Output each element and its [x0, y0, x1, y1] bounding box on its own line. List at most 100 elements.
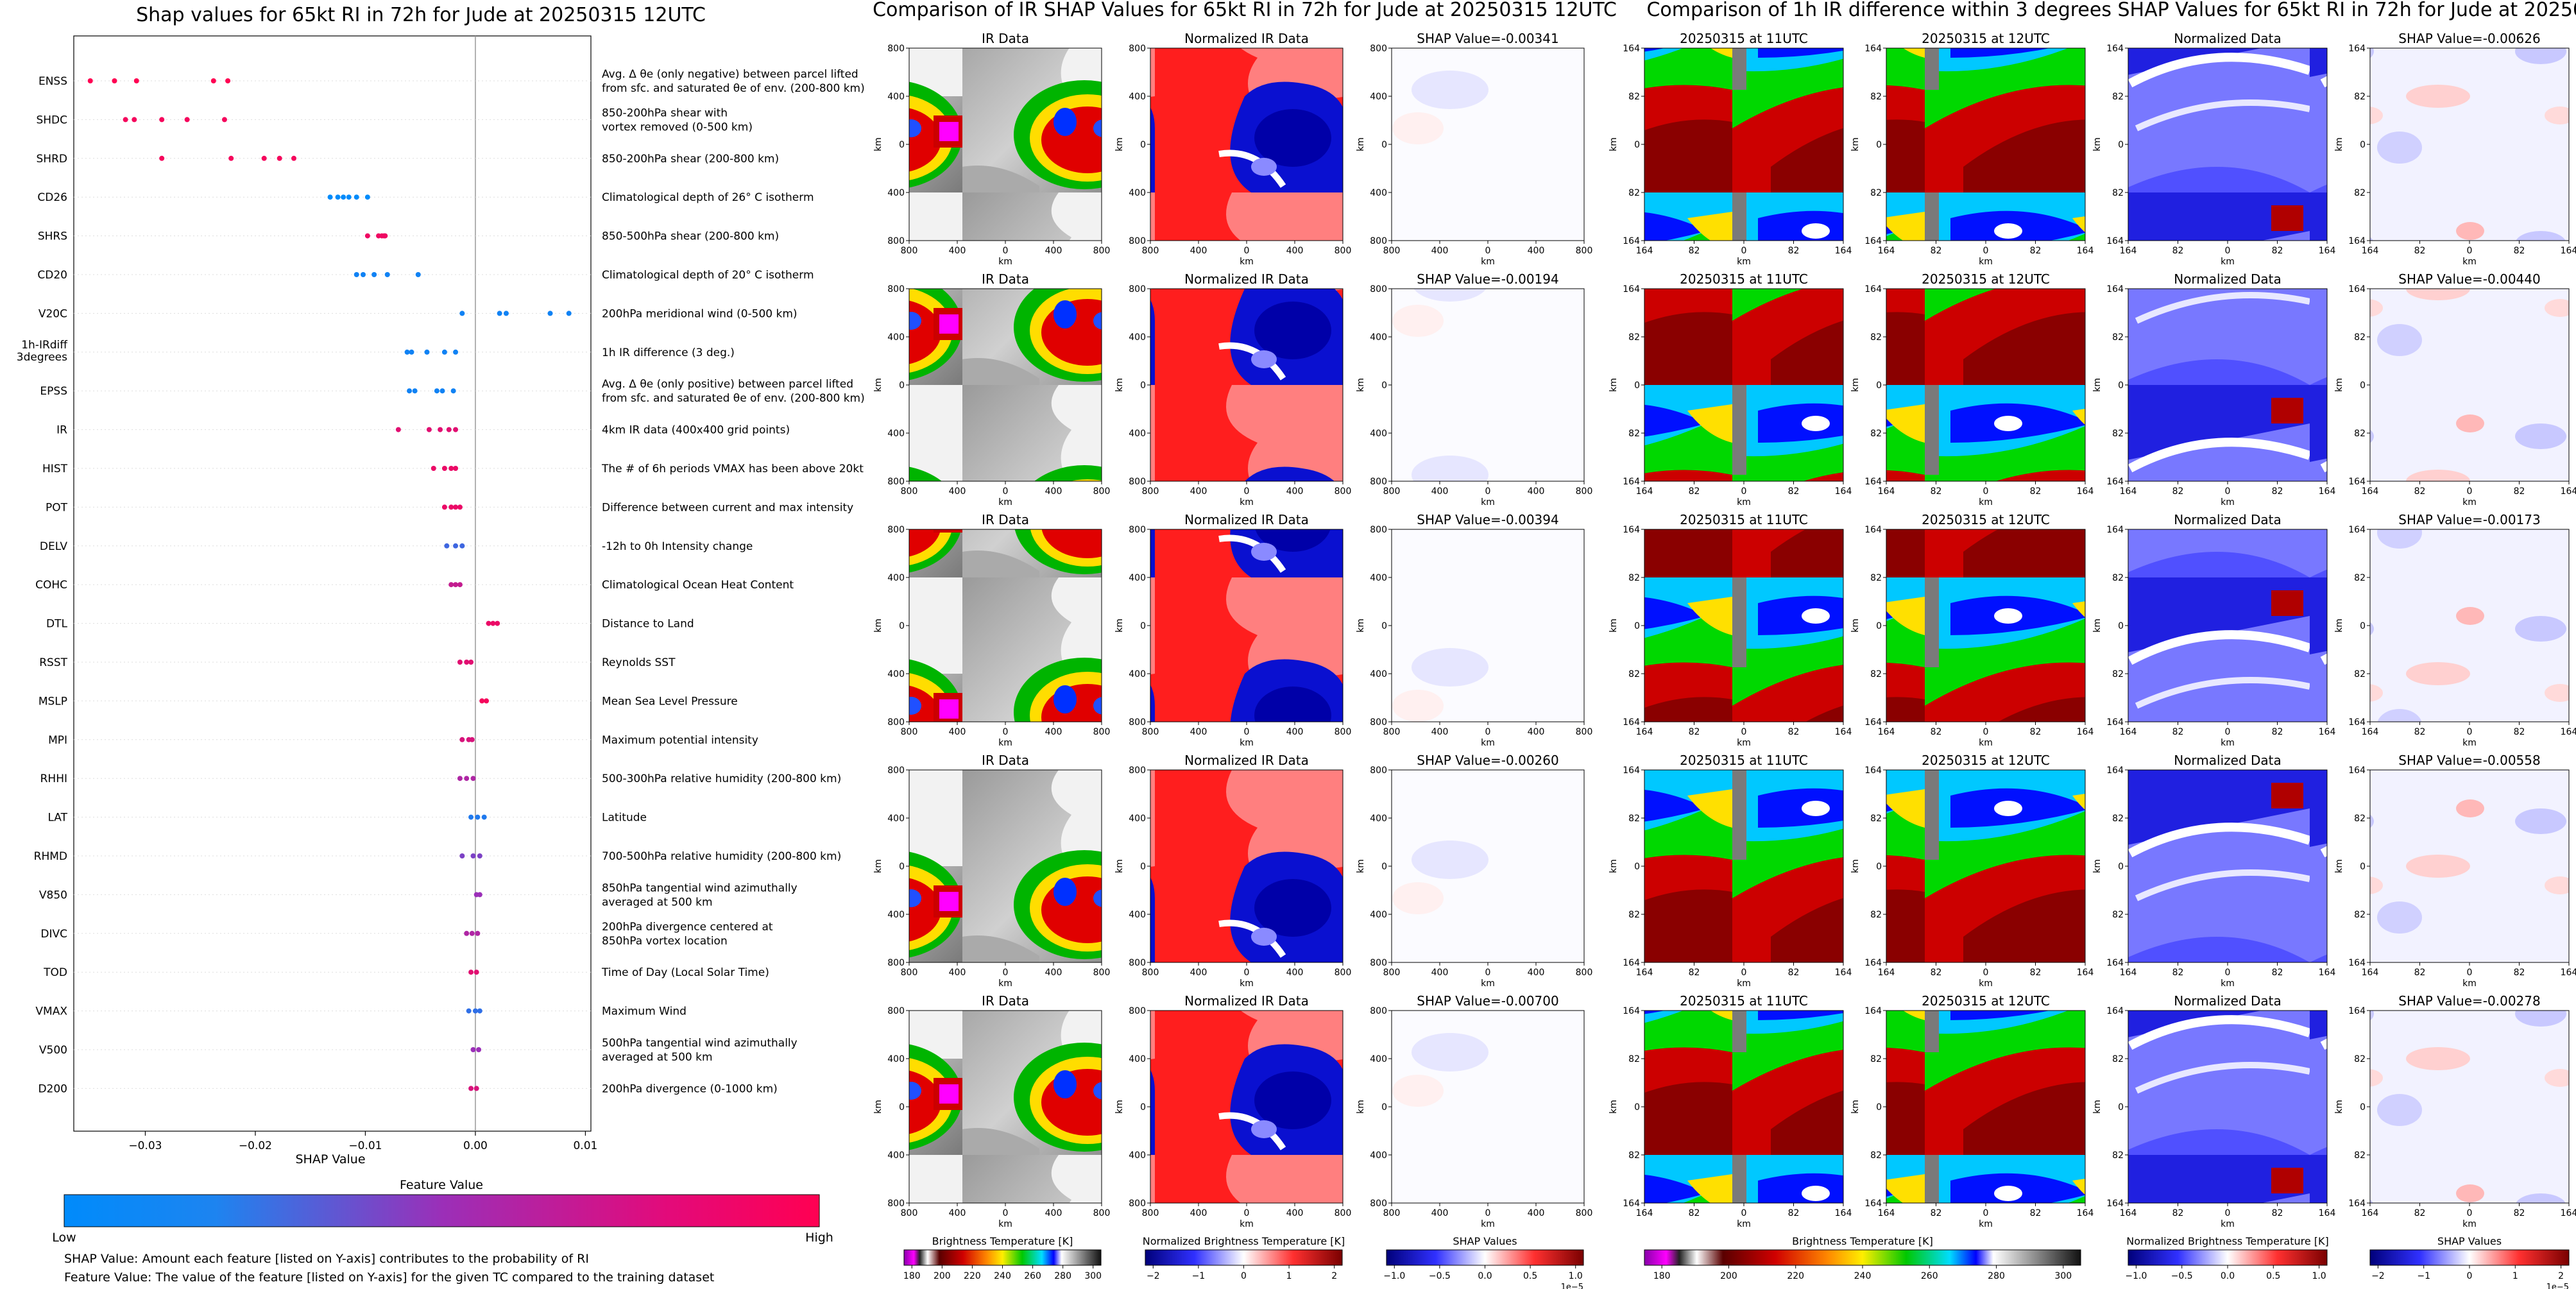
x-axis-label: km — [2462, 738, 2477, 748]
feature-code-label: RHMD — [34, 850, 67, 863]
image-panel: Normalized Data 164 82 0 82 164 km 164 82 0 82 164 k… — [2092, 271, 2335, 508]
x-tick-label: 800 — [901, 968, 918, 978]
shap-point — [261, 155, 267, 161]
y-tick-label: 164 — [1864, 1199, 1882, 1209]
feature-code-label: RSST — [39, 656, 67, 669]
x-tick-label: 82 — [2514, 486, 2525, 497]
image-panel-title: Normalized IR Data — [1184, 993, 1309, 1009]
x-tick-label: 0 — [1485, 968, 1491, 978]
shap-point — [277, 155, 282, 161]
x-axis-label: km — [1979, 978, 1993, 989]
y-tick-label: 0 — [899, 1102, 905, 1113]
y-tick-label: 82 — [2112, 669, 2124, 679]
shap-point — [473, 1086, 479, 1091]
y-axis-label: km — [2334, 619, 2344, 633]
x-tick-label: 164 — [2077, 968, 2094, 978]
x-axis-label: km — [1737, 497, 1751, 508]
shap-point — [566, 311, 572, 316]
x-tick-label: 800 — [1093, 1208, 1111, 1218]
shap-point — [184, 117, 190, 123]
y-tick-label: 82 — [2112, 332, 2124, 343]
x-tick-label: 82 — [2272, 246, 2283, 256]
x-tick-label: 800 — [1335, 968, 1352, 978]
image-panel-canvas — [1391, 47, 1585, 241]
x-tick-label: 800 — [1576, 1208, 1593, 1218]
y-tick-label: 164 — [1623, 236, 1640, 246]
image-panel-canvas — [1150, 529, 1343, 722]
shap-point — [468, 969, 474, 975]
y-tick-label: 164 — [1864, 958, 1882, 968]
feature-description: Latitude — [602, 812, 647, 824]
y-tick-label: 82 — [1870, 910, 1882, 920]
shap-point — [439, 388, 445, 394]
feature-description: Climatological Ocean Heat Content — [602, 579, 794, 592]
y-tick-label: 82 — [1870, 1054, 1882, 1064]
y-tick-label: 164 — [2106, 958, 2124, 968]
x-axis-label: km — [998, 497, 1012, 508]
image-panel-title: 20250315 at 11UTC — [1680, 753, 1808, 768]
x-tick-label: 400 — [949, 1208, 966, 1218]
y-axis-label: km — [873, 137, 883, 151]
y-tick-label: 800 — [887, 765, 905, 776]
x-axis-label: km — [1979, 257, 1993, 267]
feature-description: The # of 6h periods VMAX has been above … — [601, 463, 864, 475]
colorbar-label: SHAP Values — [2437, 1235, 2502, 1247]
image-panel-canvas — [1886, 529, 2086, 722]
irdiff-panel-title: Comparison of 1h IR difference within 3 … — [1646, 0, 2576, 21]
y-tick-label: 82 — [1628, 1054, 1640, 1064]
y-tick-label: 400 — [1370, 332, 1387, 343]
y-tick-label: 800 — [1370, 477, 1387, 487]
feature-code-label: MPI — [48, 734, 67, 747]
y-axis-label: km — [1850, 1100, 1861, 1114]
colorbar-tick-label: 220 — [964, 1271, 981, 1281]
irdiff-shap-panel: Comparison of 1h IR difference within 3 … — [1608, 0, 2576, 1289]
y-tick-label: 164 — [2348, 1006, 2366, 1016]
y-axis-label: km — [1356, 859, 1366, 873]
x-tick-label: 164 — [2319, 968, 2336, 978]
y-tick-label: 0 — [1876, 380, 1882, 391]
x-tick-label: 0 — [2467, 968, 2473, 978]
x-tick-label: 0 — [2467, 486, 2473, 497]
irdiff-colorbars: Brightness Temperature [K] 180 200 220 240 26… — [1644, 1235, 2570, 1289]
feature-code-label: EPSS — [40, 385, 67, 398]
shap-point — [441, 349, 447, 355]
image-panel: SHAP Value=-0.00558 164 82 0 82 164 km 164 82 0 82… — [2334, 753, 2576, 989]
y-tick-label: 82 — [1628, 188, 1640, 198]
x-tick-label: 800 — [1576, 246, 1593, 256]
shap-point — [132, 117, 137, 123]
x-tick-label: 400 — [1045, 246, 1062, 256]
x-tick-label: 164 — [1878, 968, 1895, 978]
y-tick-label: 400 — [1129, 92, 1146, 102]
y-tick-label: 800 — [1129, 1006, 1146, 1016]
y-tick-label: 82 — [2112, 188, 2124, 198]
colorbar-tick-label: 300 — [2054, 1271, 2072, 1281]
x-tick-label: 164 — [2362, 1208, 2379, 1218]
y-tick-label: 400 — [887, 1054, 905, 1064]
image-panel-title: IR Data — [982, 993, 1029, 1009]
shap-point — [453, 543, 459, 549]
y-axis-label: km — [1114, 859, 1125, 873]
x-tick-label: 164 — [2319, 727, 2336, 737]
image-panel: 20250315 at 11UTC 164 82 0 82 164 km 164 82 0 82 16… — [1608, 512, 1852, 748]
x-tick-label: 164 — [1636, 1208, 1653, 1218]
y-tick-label: 164 — [1864, 477, 1882, 487]
x-tick-label: 800 — [1093, 246, 1111, 256]
shap-point — [225, 78, 231, 83]
y-axis-label: km — [873, 378, 883, 392]
colorbar-tick-label: 280 — [1988, 1271, 2005, 1281]
x-tick-label: 400 — [1431, 486, 1449, 497]
x-tick-label: 82 — [1931, 486, 1942, 497]
shap-point — [426, 427, 432, 432]
colorbar-tick-label: 0.5 — [2266, 1271, 2280, 1281]
shap-plot-frame — [73, 35, 592, 1132]
y-tick-label: 0 — [1140, 1102, 1146, 1113]
y-tick-label: 800 — [1370, 236, 1387, 246]
x-tick-label: 0 — [1485, 486, 1491, 497]
y-tick-label: 400 — [887, 92, 905, 102]
x-axis-label: km — [998, 738, 1012, 748]
shap-plot-title: Shap values for 65kt RI in 72h for Jude … — [136, 4, 706, 26]
image-panel-canvas — [1886, 288, 2086, 482]
y-axis-label: km — [1356, 619, 1366, 633]
x-tick-label: 164 — [2561, 968, 2576, 978]
